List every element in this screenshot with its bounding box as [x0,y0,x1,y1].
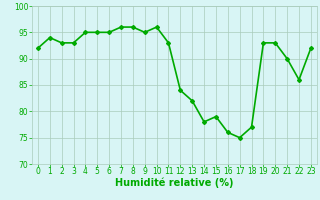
X-axis label: Humidité relative (%): Humidité relative (%) [115,178,234,188]
